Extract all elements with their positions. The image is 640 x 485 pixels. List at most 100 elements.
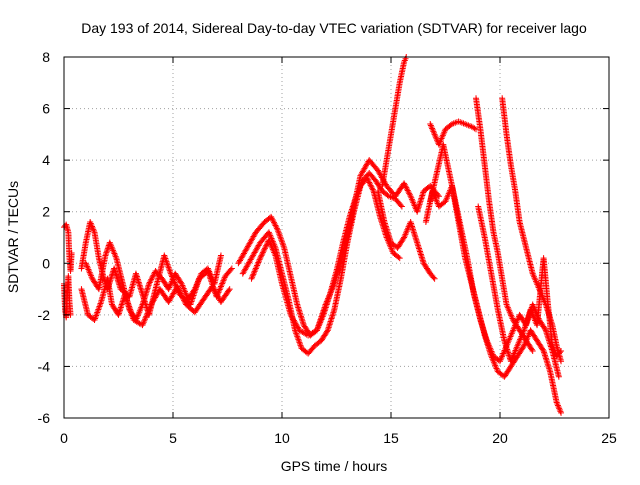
data-point-interp	[255, 258, 262, 265]
data-point-interp	[432, 134, 439, 141]
data-point	[435, 193, 442, 200]
y-tick-label: -4	[38, 358, 51, 374]
data-point-interp	[146, 279, 153, 286]
data-point-interp	[539, 346, 546, 353]
data-point	[431, 275, 438, 282]
data-point-interp	[270, 218, 277, 225]
data-point-interp	[89, 224, 96, 231]
data-point-interp	[554, 401, 561, 408]
data-point-interp	[403, 184, 410, 191]
data-point-interp	[556, 349, 563, 356]
data-point-interp	[217, 284, 224, 291]
data-point-interp	[145, 307, 152, 314]
data-point-interp	[366, 179, 373, 186]
y-axis-label: SDTVAR / TECUs	[5, 181, 21, 293]
data-point-interp	[251, 268, 258, 275]
data-point	[396, 255, 403, 262]
data-point	[553, 399, 560, 406]
data-point-interp	[366, 180, 373, 187]
data-point-interp	[402, 183, 409, 190]
data-point-interp	[268, 215, 275, 222]
data-series-trace-1	[61, 221, 75, 275]
data-point-interp	[88, 221, 95, 228]
data-point-interp	[218, 282, 225, 289]
data-point	[322, 301, 329, 308]
data-point-interp	[328, 288, 335, 295]
data-point	[257, 255, 264, 262]
data-point-interp	[140, 320, 147, 327]
data-point	[174, 283, 181, 290]
data-point	[217, 252, 224, 259]
y-tick-label: -2	[38, 307, 51, 323]
data-point-interp	[323, 298, 330, 305]
data-point	[364, 175, 371, 182]
x-tick-label: 10	[274, 430, 290, 446]
data-point-interp	[551, 347, 558, 354]
data-point-interp	[323, 328, 330, 335]
data-point-interp	[141, 316, 148, 323]
data-point-interp	[220, 277, 227, 284]
x-axis-label: GPS time / hours	[281, 458, 388, 474]
data-point	[228, 265, 235, 272]
data-point-interp	[257, 253, 264, 260]
data-point-interp	[190, 287, 197, 294]
data-point-interp	[429, 125, 436, 132]
data-point-interp	[330, 282, 337, 289]
data-point-interp	[254, 262, 261, 269]
data-point	[558, 358, 565, 365]
y-tick-label: 8	[42, 49, 50, 65]
x-tick-label: 15	[383, 430, 399, 446]
data-point-interp	[90, 227, 97, 234]
data-point	[401, 180, 408, 187]
data-point	[558, 347, 565, 354]
data-point	[398, 203, 405, 210]
data-point-interp	[406, 191, 413, 198]
data-point-interp	[403, 186, 410, 193]
data-series-trace-16	[475, 203, 565, 365]
data-point-interp	[430, 128, 437, 135]
data-point-interp	[549, 344, 556, 351]
data-point-interp	[259, 249, 266, 256]
data-point-interp	[273, 223, 280, 230]
data-point-interp	[143, 311, 150, 318]
data-point-interp	[145, 308, 152, 315]
data-point-interp	[181, 297, 188, 304]
data-point-interp	[550, 345, 557, 352]
y-tick-label: 6	[42, 101, 50, 117]
data-point-interp	[216, 286, 223, 293]
data-point-interp	[404, 187, 411, 194]
data-point-interp	[227, 266, 234, 273]
plot-frame	[63, 56, 610, 419]
data-point-interp	[326, 292, 333, 299]
data-point-interp	[250, 269, 257, 276]
data-point-interp	[149, 273, 156, 280]
data-point-interp	[259, 250, 266, 257]
data-point	[68, 249, 75, 256]
data-point-interp	[261, 245, 268, 252]
data-point-interp	[87, 220, 94, 227]
data-point-interp	[147, 278, 154, 285]
chart-title: Day 193 of 2014, Sidereal Day-to-day VTE…	[81, 20, 587, 36]
data-point-interp	[252, 266, 259, 273]
data-point	[268, 213, 275, 220]
data-series-trace-11	[427, 118, 480, 148]
data-point	[146, 280, 153, 287]
data-point-interp	[250, 271, 257, 278]
data-point-interp	[428, 123, 435, 130]
data-point-interp	[326, 291, 333, 298]
data-point-interp	[141, 317, 148, 324]
data-series-trace-4	[78, 275, 233, 329]
data-point-interp	[541, 326, 548, 333]
data-point-interp	[325, 294, 332, 301]
x-tick-label: 5	[169, 430, 177, 446]
y-tick-label: 2	[42, 204, 50, 220]
y-tick-label: 4	[42, 152, 50, 168]
data-point-interp	[176, 287, 183, 294]
data-point-interp	[146, 304, 153, 311]
data-point-interp	[323, 300, 330, 307]
data-point-interp	[262, 244, 269, 251]
data-point-interp	[148, 276, 155, 283]
